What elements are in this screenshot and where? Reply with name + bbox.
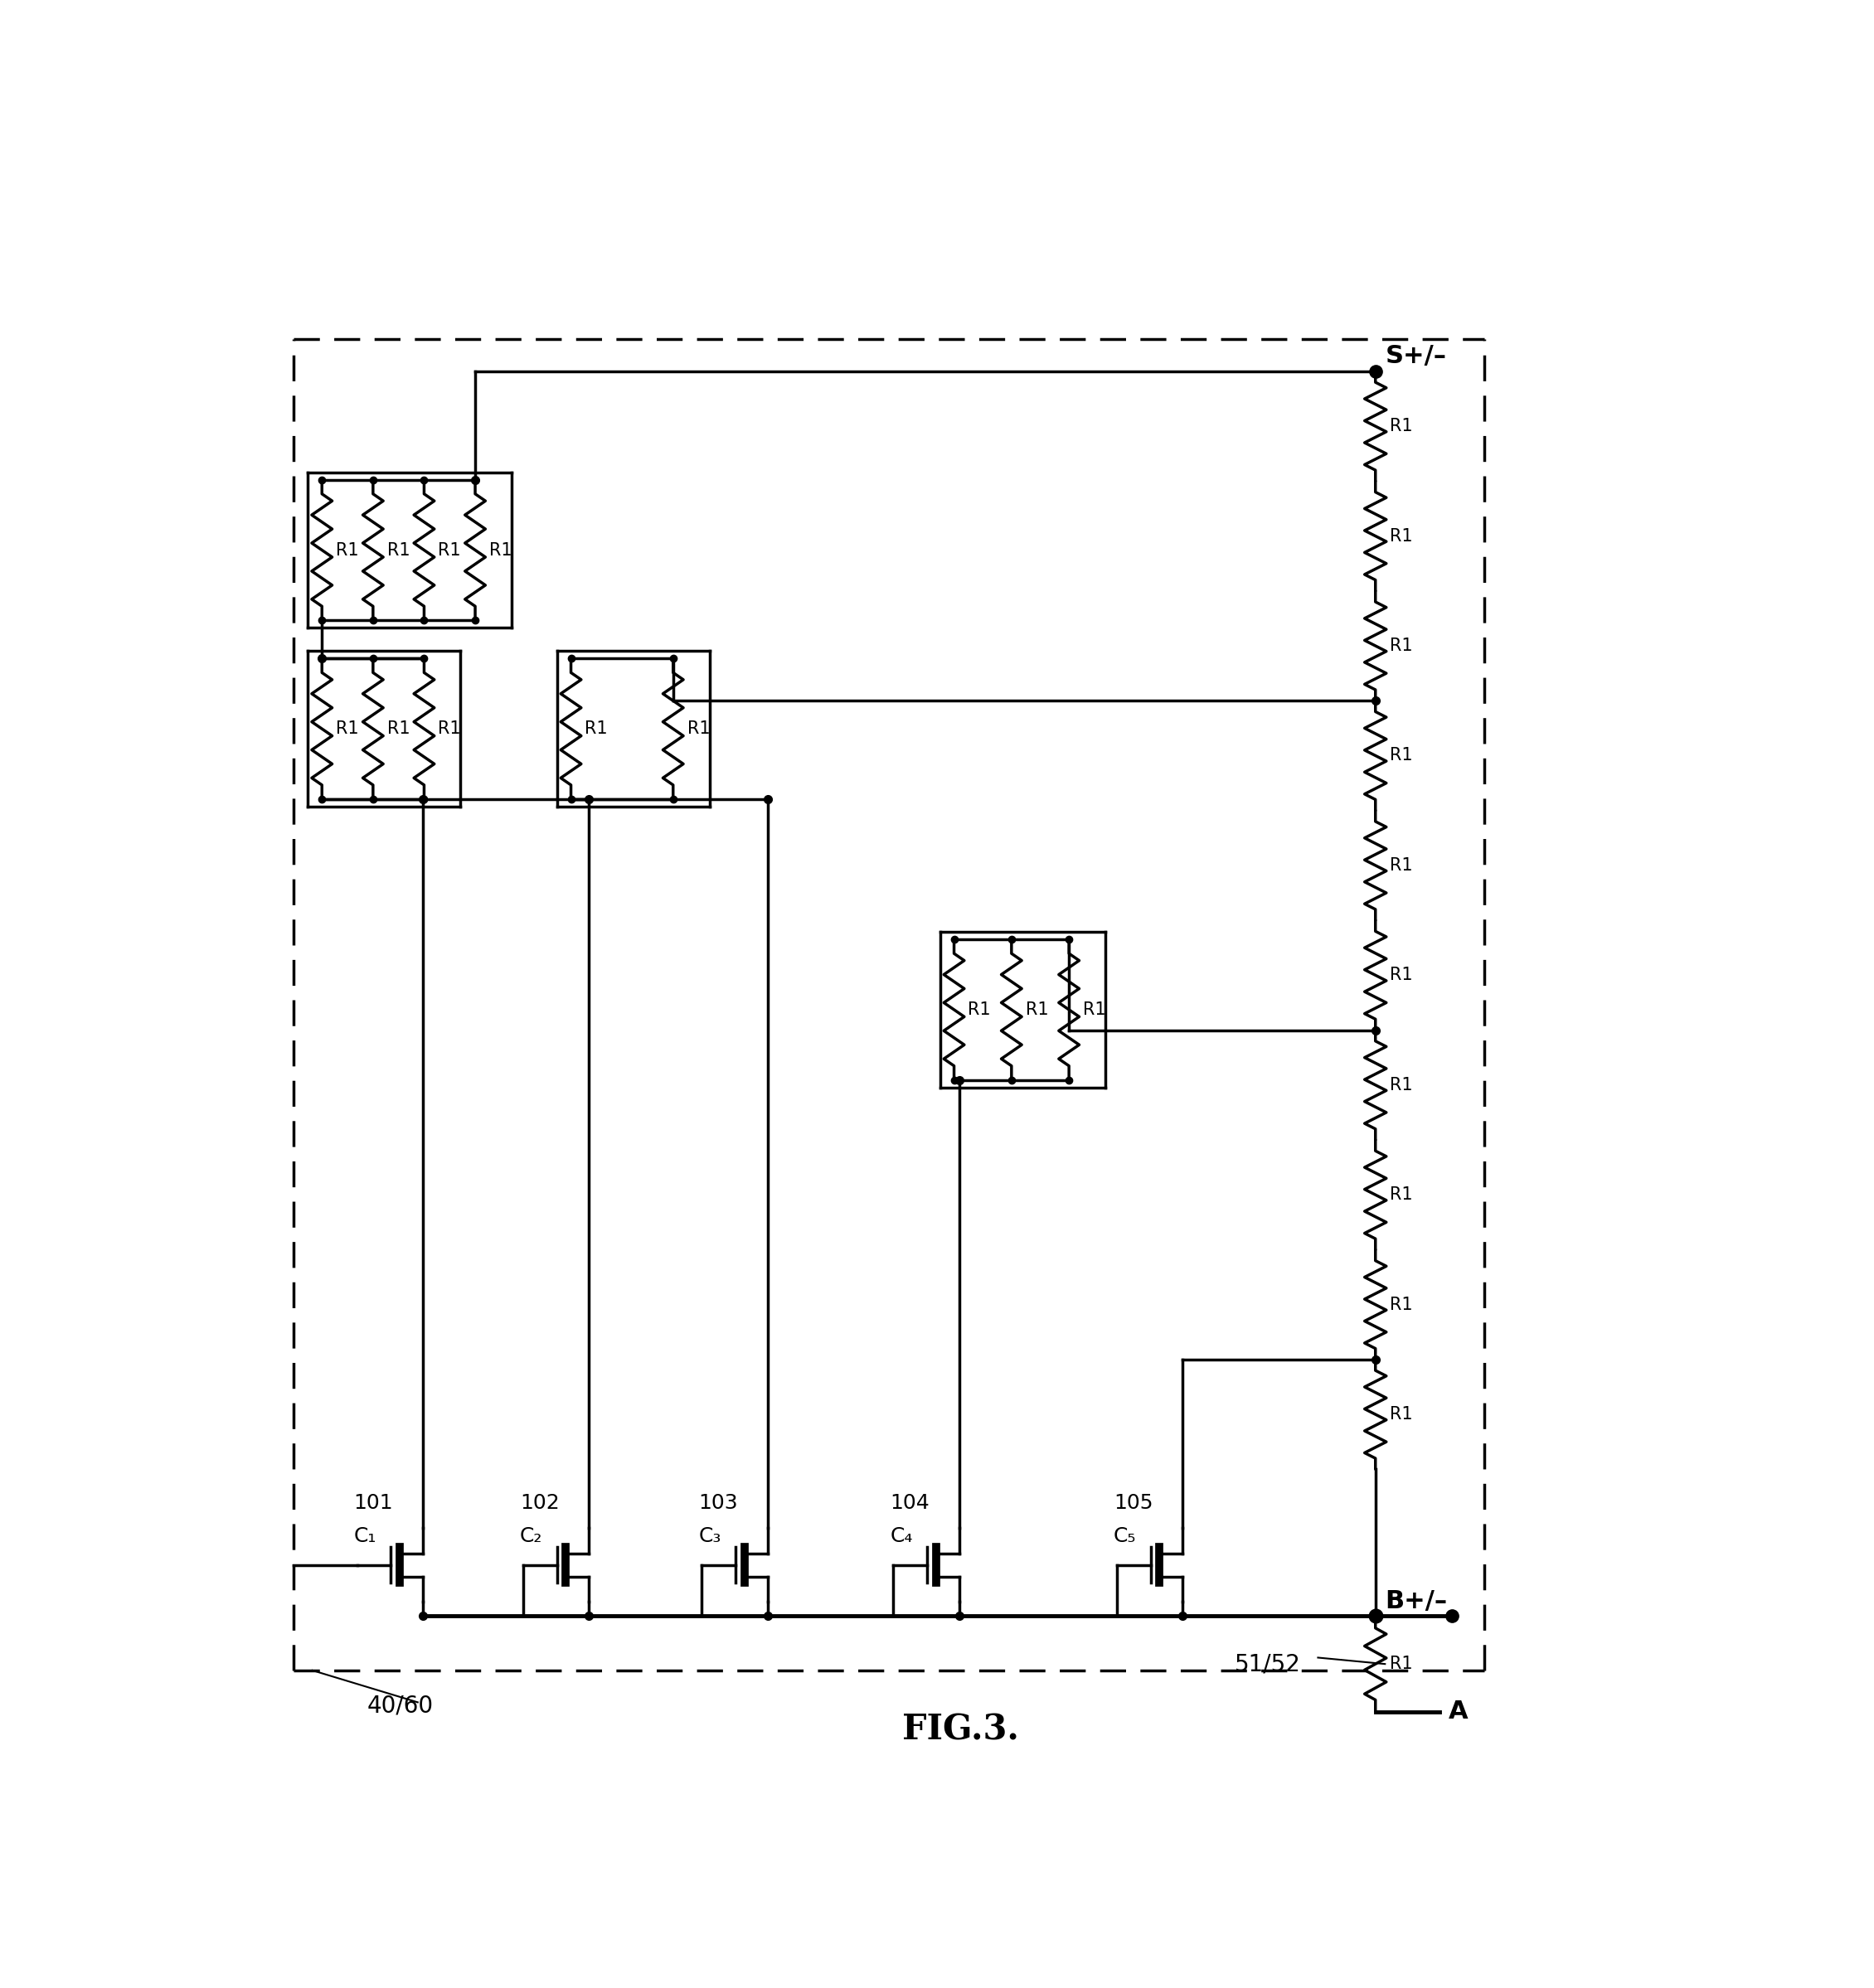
Text: B+/–: B+/– — [1385, 1588, 1447, 1612]
Text: C₃: C₃ — [699, 1527, 721, 1547]
Text: R1: R1 — [335, 543, 360, 559]
Text: R1: R1 — [1389, 1077, 1413, 1093]
Text: 104: 104 — [890, 1493, 930, 1513]
Text: R1: R1 — [439, 720, 461, 738]
Text: R1: R1 — [1389, 857, 1413, 873]
Text: R1: R1 — [1389, 417, 1413, 435]
Text: 51/52: 51/52 — [1235, 1652, 1301, 1676]
Text: R1: R1 — [585, 720, 607, 738]
Text: 102: 102 — [519, 1493, 560, 1513]
Text: R1: R1 — [1389, 1656, 1413, 1672]
Text: R1: R1 — [489, 543, 512, 559]
Text: R1: R1 — [1389, 1187, 1413, 1203]
Text: R1: R1 — [388, 543, 410, 559]
Text: R1: R1 — [335, 720, 360, 738]
Text: FIG.3.: FIG.3. — [901, 1712, 1019, 1747]
Text: C₁: C₁ — [354, 1527, 377, 1547]
Text: R1: R1 — [1389, 1296, 1413, 1312]
Text: R1: R1 — [388, 720, 410, 738]
Text: C₄: C₄ — [890, 1527, 913, 1547]
Text: R1: R1 — [1389, 966, 1413, 984]
Text: 40/60: 40/60 — [367, 1694, 433, 1718]
Text: R1: R1 — [1025, 1002, 1048, 1018]
Text: A: A — [1449, 1700, 1469, 1724]
Text: R1: R1 — [1389, 638, 1413, 654]
Text: S+/–: S+/– — [1385, 344, 1447, 368]
Text: C₅: C₅ — [1113, 1527, 1136, 1547]
Text: R1: R1 — [688, 720, 710, 738]
Text: C₂: C₂ — [519, 1527, 543, 1547]
Text: R1: R1 — [1389, 747, 1413, 763]
Text: 101: 101 — [354, 1493, 394, 1513]
Text: 105: 105 — [1113, 1493, 1153, 1513]
Text: R1: R1 — [969, 1002, 991, 1018]
Text: R1: R1 — [1389, 527, 1413, 545]
Text: R1: R1 — [1083, 1002, 1106, 1018]
Text: 103: 103 — [699, 1493, 738, 1513]
Text: R1: R1 — [1389, 1406, 1413, 1423]
Text: R1: R1 — [439, 543, 461, 559]
